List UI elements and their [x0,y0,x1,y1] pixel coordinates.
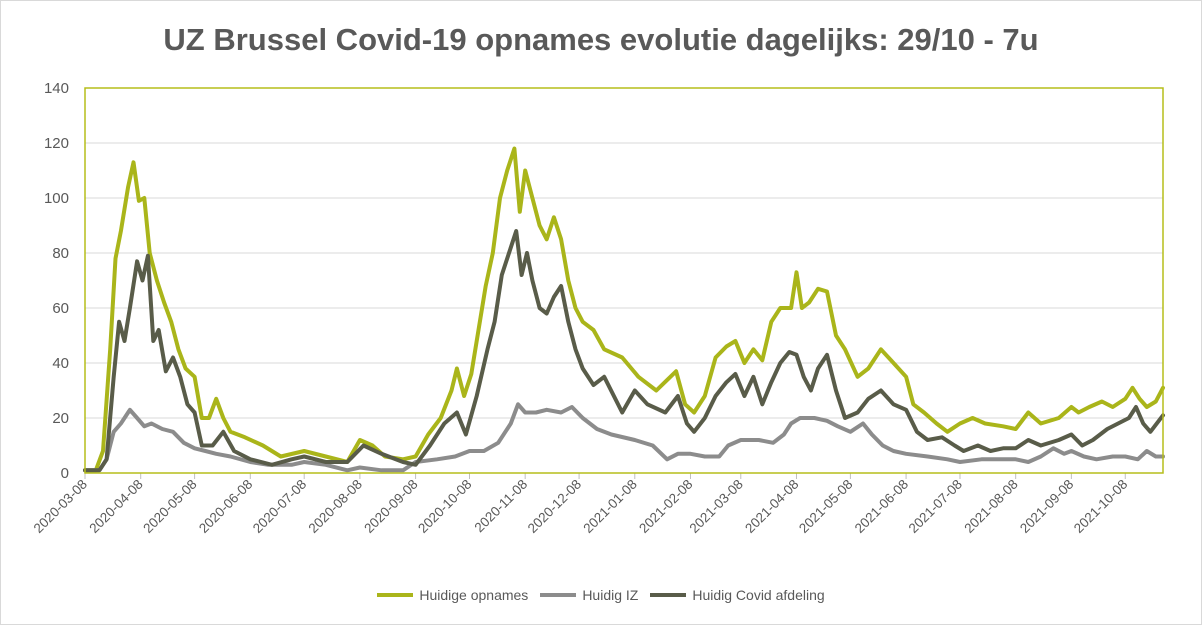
y-tick-label: 120 [44,135,69,152]
legend-item: Huidige opnames [377,587,528,603]
x-tick-label: 2021-01-08 [580,477,639,536]
legend-label: Huidige opnames [419,587,529,603]
y-tick-label: 80 [52,245,69,262]
y-axis-ticks: 0 20 40 60 80 100 120 140 [44,80,69,482]
x-tick-label: 2020-05-08 [140,477,199,536]
x-tick-label: 2020-09-08 [361,477,420,536]
legend-swatch [377,593,414,597]
legend-label: Huidig Covid afdeling [692,587,825,603]
series-line-2 [83,229,1165,473]
chart-legend: Huidige opnames Huidig IZ Huidig Covid afd… [0,584,1202,603]
x-tick-label: 2020-11-08 [472,477,531,536]
legend-swatch [650,593,687,597]
x-tick-label: 2020-07-08 [250,477,309,536]
x-tick-label: 2021-03-08 [686,477,745,536]
legend-swatch [540,593,577,597]
x-axis-ticks: 2020-03-082020-04-082020-05-082020-06-08… [31,473,1130,536]
series-line-1 [83,402,1165,473]
x-tick-label: 2020-03-08 [31,477,90,536]
x-tick-label: 2021-02-08 [636,477,695,536]
gridlines [85,87,1163,474]
series-lines [83,146,1165,473]
x-tick-label: 2021-08-08 [961,477,1020,536]
series-line-0 [83,146,1165,473]
y-tick-label: 0 [61,465,69,482]
legend-item: Huidig Covid afdeling [650,587,825,603]
x-tick-label: 2021-10-08 [1071,477,1130,536]
x-tick-label: 2020-06-08 [196,477,255,536]
x-tick-label: 2021-07-08 [906,477,965,536]
x-tick-label: 2020-08-08 [306,477,365,536]
x-tick-label: 2020-10-08 [415,477,474,536]
chart-title: UZ Brussel Covid-19 opnames evolutie dag… [163,22,1039,57]
x-tick-label: 2021-09-08 [1017,477,1076,536]
x-tick-label: 2020-04-08 [86,477,145,536]
legend-label: Huidig IZ [582,587,639,603]
y-tick-label: 20 [52,410,69,427]
plot-area-border [84,87,1164,474]
y-tick-label: 60 [52,300,69,317]
legend-item: Huidig IZ [540,587,638,603]
x-tick-label: 2021-05-08 [796,477,855,536]
x-tick-label: 2020-12-08 [525,477,584,536]
x-tick-label: 2021-06-08 [852,477,911,536]
y-tick-label: 140 [44,80,69,97]
x-tick-label: 2021-04-08 [742,477,801,536]
y-tick-label: 100 [44,190,69,207]
y-tick-label: 40 [52,355,69,372]
